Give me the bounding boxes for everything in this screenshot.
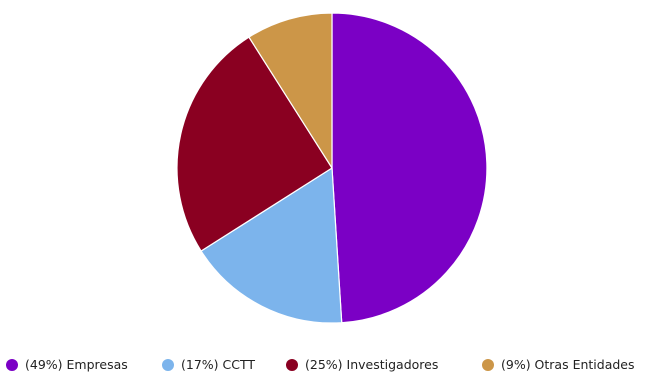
legend-item-empresas[interactable]: (49%) Empresas	[6, 358, 162, 372]
pie-slices	[176, 12, 488, 324]
chart-legend: (49%) Empresas (17%) CCTT (25%) Investig…	[6, 357, 659, 373]
legend-item-otras-entidades[interactable]: (9%) Otras Entidades	[482, 358, 652, 372]
pie-slice-investigadores[interactable]	[176, 36, 333, 252]
pie-chart-plot	[176, 12, 488, 324]
legend-item-investigadores[interactable]: (25%) Investigadores	[286, 358, 482, 372]
pie-slice-empresas[interactable]	[331, 12, 488, 324]
legend-swatch-otras-entidades	[482, 359, 494, 371]
legend-item-cctt[interactable]: (17%) CCTT	[162, 358, 286, 372]
legend-swatch-investigadores	[286, 359, 298, 371]
legend-label-investigadores: (25%) Investigadores	[305, 357, 439, 372]
legend-swatch-empresas	[6, 359, 18, 371]
pie-slice-cctt[interactable]	[200, 167, 343, 324]
legend-label-empresas: (49%) Empresas	[25, 357, 128, 372]
pie-slice-otras-entidades[interactable]	[248, 12, 333, 169]
legend-label-cctt: (17%) CCTT	[181, 357, 256, 372]
legend-label-otras-entidades: (9%) Otras Entidades	[501, 357, 635, 372]
legend-swatch-cctt	[162, 359, 174, 371]
